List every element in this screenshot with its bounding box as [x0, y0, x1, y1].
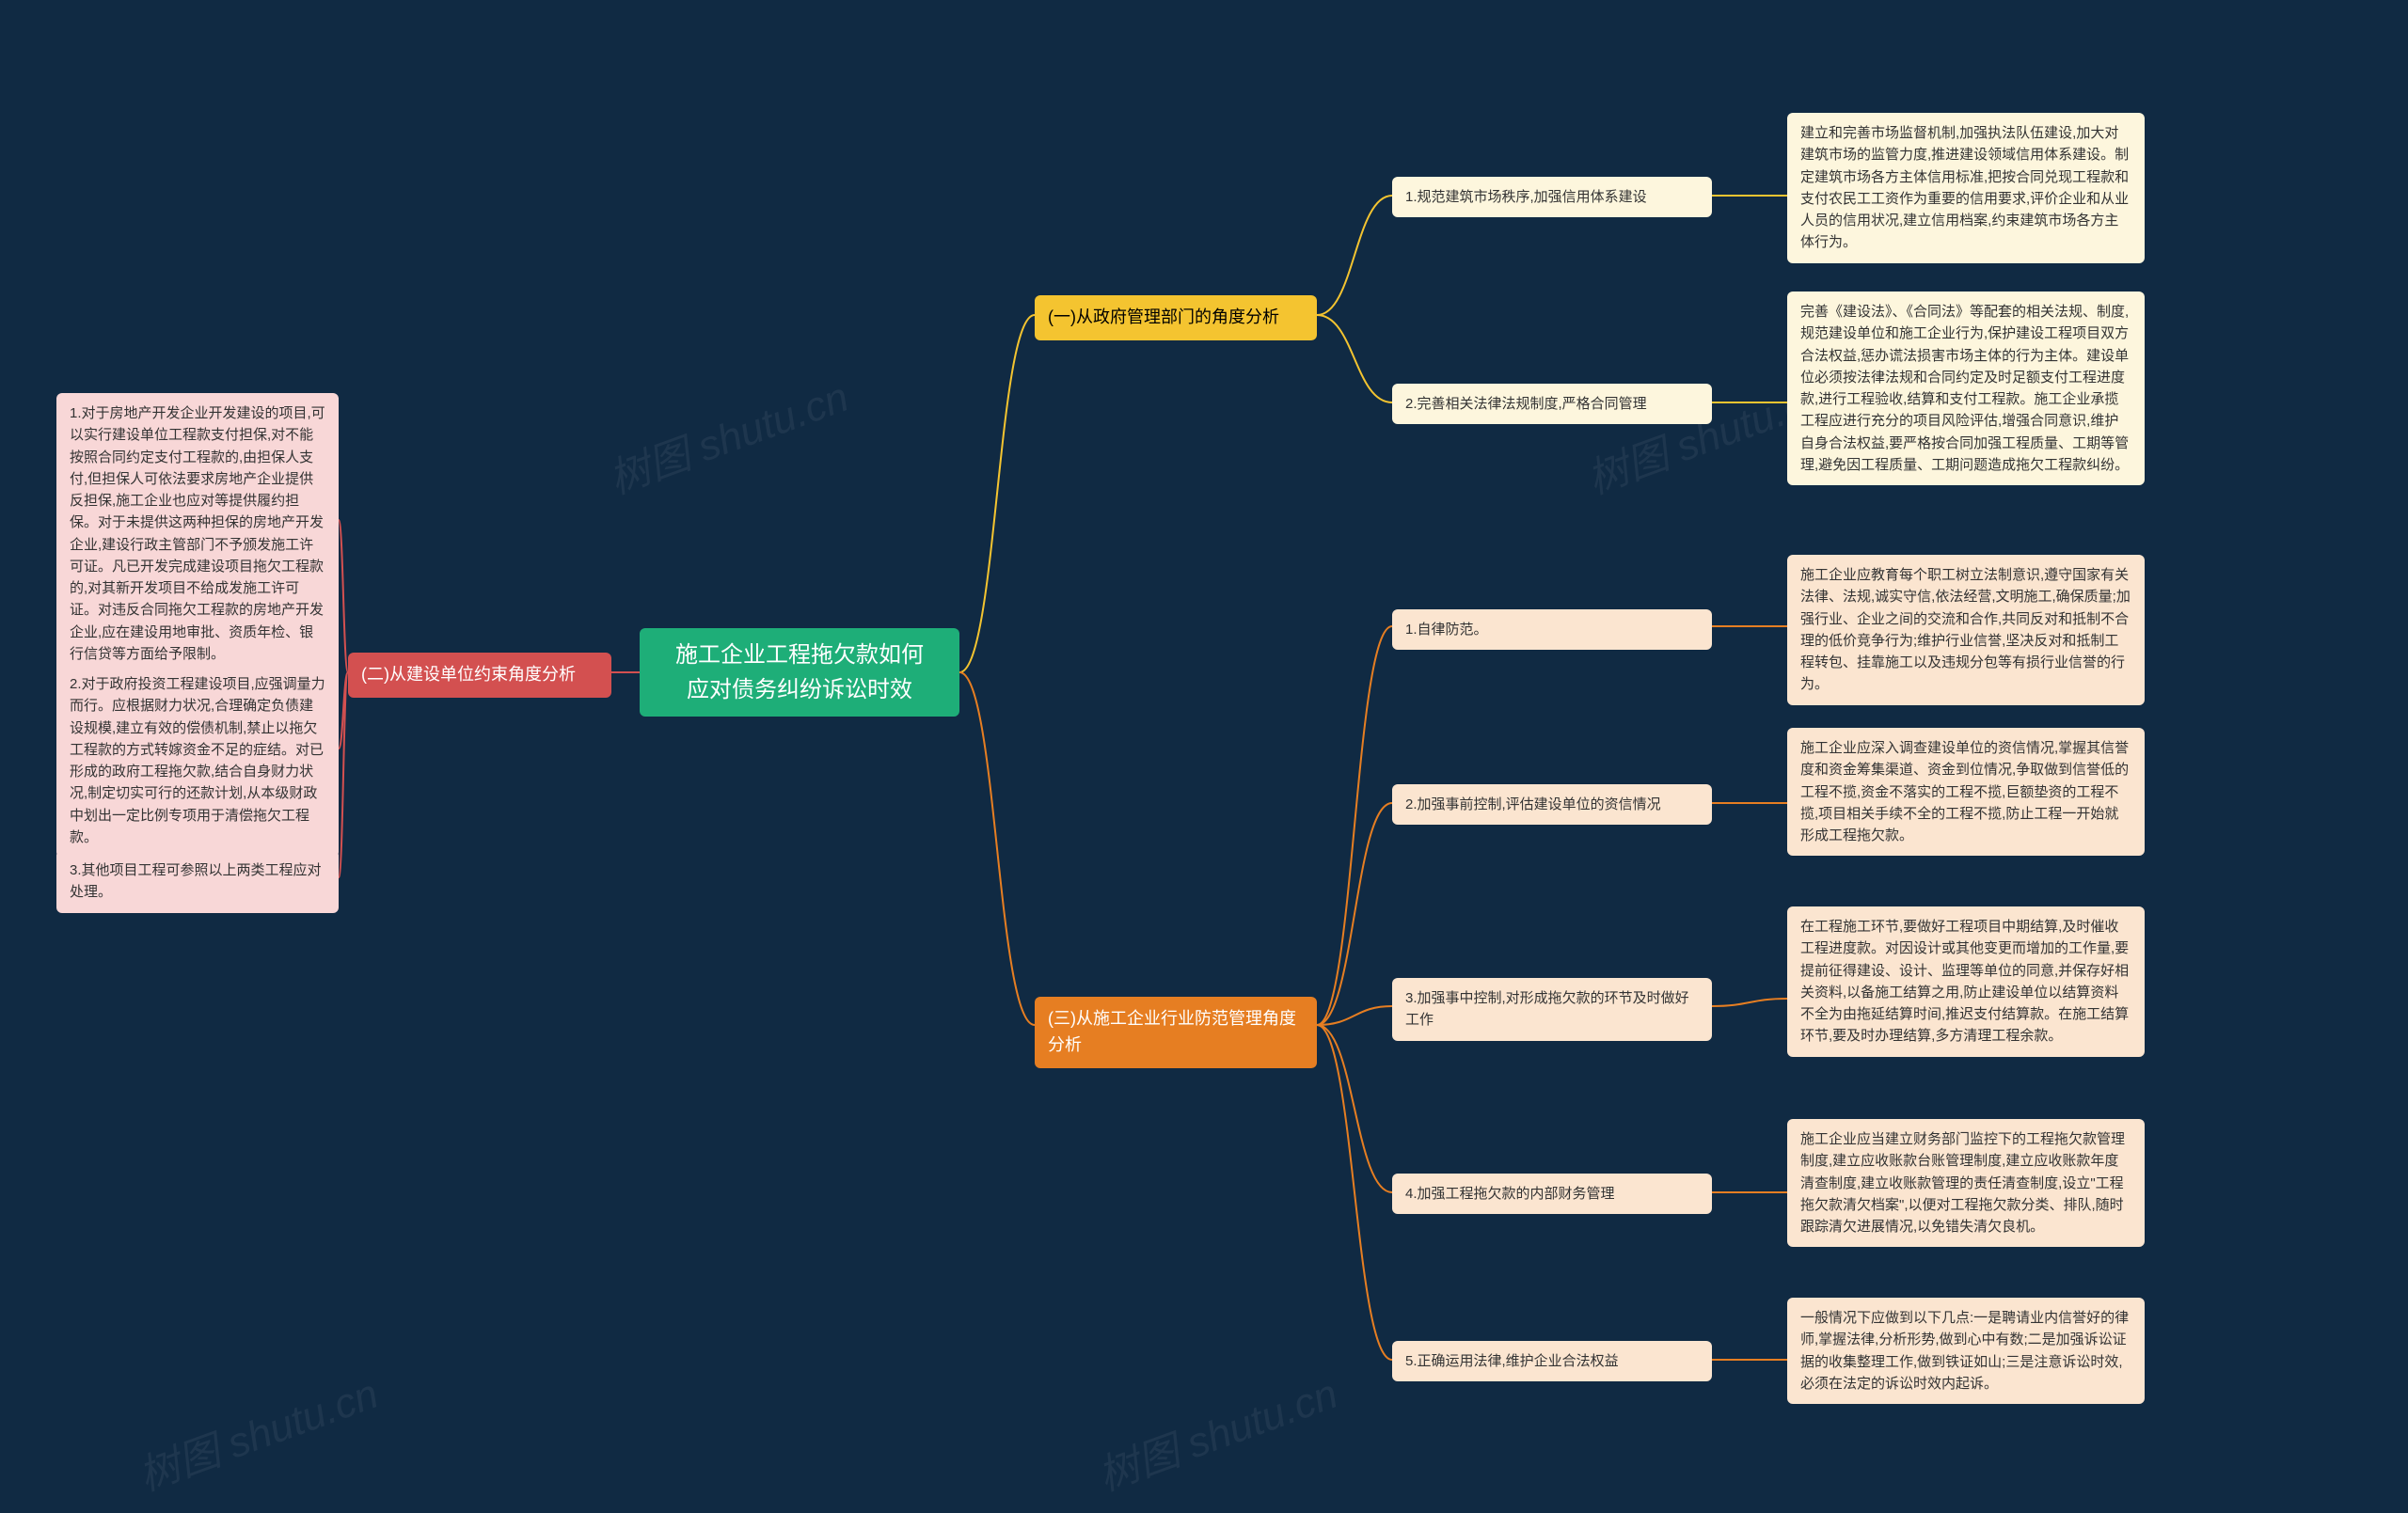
root-node[interactable]: 施工企业工程拖欠款如何 应对债务纠纷诉讼时效	[640, 628, 959, 717]
branch-b2[interactable]: (二)从建设单位约束角度分析	[348, 653, 611, 698]
b2-item-1: 1.对于房地产开发企业开发建设的项目,可以实行建设单位工程款支付担保,对不能按照…	[56, 393, 339, 674]
b3-item-4-detail: 施工企业应当建立财务部门监控下的工程拖欠款管理制度,建立应收账款台账管理制度,建…	[1787, 1119, 2145, 1247]
watermark: 树图 shutu.cn	[599, 363, 855, 505]
branch-b3[interactable]: (三)从施工企业行业防范管理角度分析	[1035, 997, 1317, 1068]
b1-item-1[interactable]: 1.规范建筑市场秩序,加强信用体系建设	[1392, 177, 1712, 217]
b1-item-1-detail: 建立和完善市场监督机制,加强执法队伍建设,加大对建筑市场的监管力度,推进建设领域…	[1787, 113, 2145, 263]
b3-item-1[interactable]: 1.自律防范。	[1392, 609, 1712, 650]
b2-item-2: 2.对于政府投资工程建设项目,应强调量力而行。应根据财力状况,合理确定负债建设规…	[56, 664, 339, 858]
b1-item-2[interactable]: 2.完善相关法律法规制度,严格合同管理	[1392, 384, 1712, 424]
b2-item-3: 3.其他项目工程可参照以上两类工程应对处理。	[56, 850, 339, 913]
b1-item-2-detail: 完善《建设法》、《合同法》等配套的相关法规、制度,规范建设单位和施工企业行为,保…	[1787, 292, 2145, 485]
b3-item-3[interactable]: 3.加强事中控制,对形成拖欠款的环节及时做好工作	[1392, 978, 1712, 1041]
b3-item-5[interactable]: 5.正确运用法律,维护企业合法权益	[1392, 1341, 1712, 1381]
watermark: 树图 shutu.cn	[1088, 1360, 1344, 1502]
b3-item-1-detail: 施工企业应教育每个职工树立法制意识,遵守国家有关法律、法规,诚实守信,依法经营,…	[1787, 555, 2145, 705]
watermark: 树图 shutu.cn	[129, 1360, 385, 1502]
b3-item-2-detail: 施工企业应深入调查建设单位的资信情况,掌握其信誉度和资金筹集渠道、资金到位情况,…	[1787, 728, 2145, 856]
b3-item-4[interactable]: 4.加强工程拖欠款的内部财务管理	[1392, 1174, 1712, 1214]
b3-item-2[interactable]: 2.加强事前控制,评估建设单位的资信情况	[1392, 784, 1712, 825]
branch-b1[interactable]: (一)从政府管理部门的角度分析	[1035, 295, 1317, 340]
b3-item-5-detail: 一般情况下应做到以下几点:一是聘请业内信誉好的律师,掌握法律,分析形势,做到心中…	[1787, 1298, 2145, 1404]
b3-item-3-detail: 在工程施工环节,要做好工程项目中期结算,及时催收工程进度款。对因设计或其他变更而…	[1787, 906, 2145, 1057]
